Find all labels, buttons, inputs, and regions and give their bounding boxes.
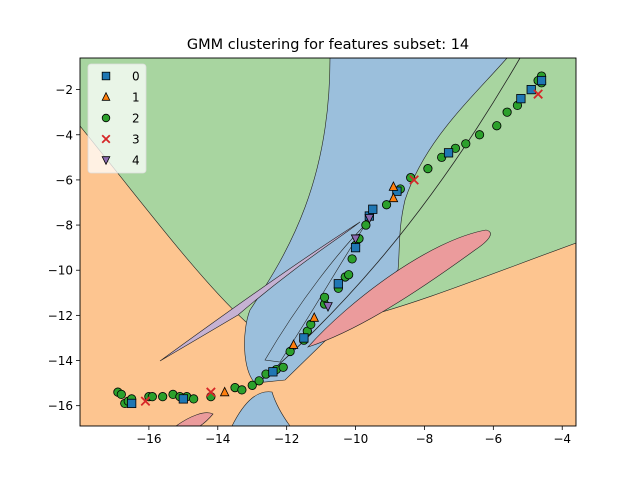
legend-box	[87, 63, 147, 174]
data-point-series-2	[247, 380, 257, 390]
x-tick-label: −12	[274, 432, 299, 446]
x-axis: −16 −14 −12 −10 −8 −6 −4	[136, 426, 571, 446]
data-point-series-2	[461, 139, 471, 149]
data-point-series-0	[268, 367, 278, 377]
data-point-series-2	[206, 392, 216, 402]
data-point-series-3	[533, 89, 543, 99]
x-tick-label: −10	[343, 432, 368, 446]
legend-label-4: 4	[132, 154, 140, 168]
region-boundary-diagonal	[255, 58, 521, 386]
data-point-series-2	[492, 121, 502, 131]
data-point-series-3	[206, 387, 216, 397]
data-point-series-1	[309, 312, 320, 322]
data-point-series-4	[323, 302, 333, 312]
data-point-series-1	[388, 192, 399, 203]
data-point-series-0	[392, 186, 402, 196]
x-tick-label: −8	[416, 432, 434, 446]
legend: 0 1 2 3 4	[87, 63, 147, 174]
data-point-series-2	[319, 292, 330, 302]
data-point-series-2	[423, 164, 433, 174]
data-point-series-0	[299, 333, 309, 343]
legend-marker-2	[101, 113, 111, 123]
x-tick-label: −16	[136, 432, 161, 446]
y-axis: −16 −14 −12 −10 −8 −6 −4 −2	[48, 83, 80, 413]
scatter-points	[113, 71, 547, 409]
decision-regions	[80, 58, 576, 426]
data-point-series-2	[147, 392, 157, 402]
data-point-series-2	[361, 220, 371, 230]
legend-label-0: 0	[132, 70, 140, 84]
legend-label-1: 1	[132, 91, 140, 105]
data-point-series-0	[443, 148, 454, 158]
y-tick-label: −14	[48, 354, 73, 368]
y-tick-label: −2	[55, 83, 73, 97]
legend-marker-1	[101, 91, 111, 101]
data-point-series-4	[350, 234, 361, 245]
data-point-series-3	[409, 175, 419, 185]
data-point-series-2	[278, 362, 288, 372]
data-point-series-2	[189, 394, 199, 404]
x-tick-label: −14	[205, 432, 230, 446]
y-tick-label: −4	[55, 128, 73, 142]
data-point-series-2	[237, 385, 247, 395]
y-tick-label: −6	[55, 173, 73, 187]
data-point-series-2	[474, 130, 485, 140]
region-4-sliver	[159, 221, 361, 362]
data-point-series-1	[219, 386, 230, 397]
y-tick-label: −10	[48, 264, 73, 278]
data-point-series-2	[158, 392, 168, 402]
data-point-series-2	[344, 270, 354, 280]
data-point-series-0	[127, 398, 137, 409]
x-tick-label: −4	[553, 432, 571, 446]
data-point-series-0	[526, 85, 536, 95]
region-3-ellipse	[307, 229, 491, 348]
plot-frame	[79, 57, 577, 427]
y-tick-label: −16	[48, 399, 73, 413]
legend-label-3: 3	[132, 133, 140, 147]
legend-marker-4	[101, 156, 111, 166]
chart-title: GMM clustering for features subset: 14	[187, 37, 469, 53]
region-3-corner	[175, 412, 214, 426]
data-point-series-0	[178, 394, 188, 404]
legend-marker-0	[101, 71, 111, 81]
data-point-series-2	[116, 389, 126, 399]
legend-label-2: 2	[132, 112, 140, 126]
data-point-series-0	[368, 204, 378, 214]
legend-marker-3	[101, 134, 111, 144]
data-point-series-0	[333, 279, 343, 289]
y-tick-label: −12	[48, 309, 73, 323]
y-tick-label: −8	[55, 219, 73, 233]
region-0-bottom	[231, 391, 291, 426]
data-point-series-2	[254, 376, 264, 386]
data-point-series-1	[288, 339, 299, 349]
x-tick-label: −6	[484, 432, 502, 446]
data-point-series-2	[347, 254, 357, 264]
data-point-series-2	[502, 107, 512, 117]
data-point-series-0	[516, 94, 526, 104]
data-point-series-0	[350, 243, 361, 253]
data-point-series-4	[364, 214, 375, 224]
data-point-series-2	[381, 200, 392, 210]
data-point-series-1	[388, 181, 399, 191]
data-point-series-3	[140, 396, 151, 407]
data-point-series-0	[536, 75, 547, 86]
